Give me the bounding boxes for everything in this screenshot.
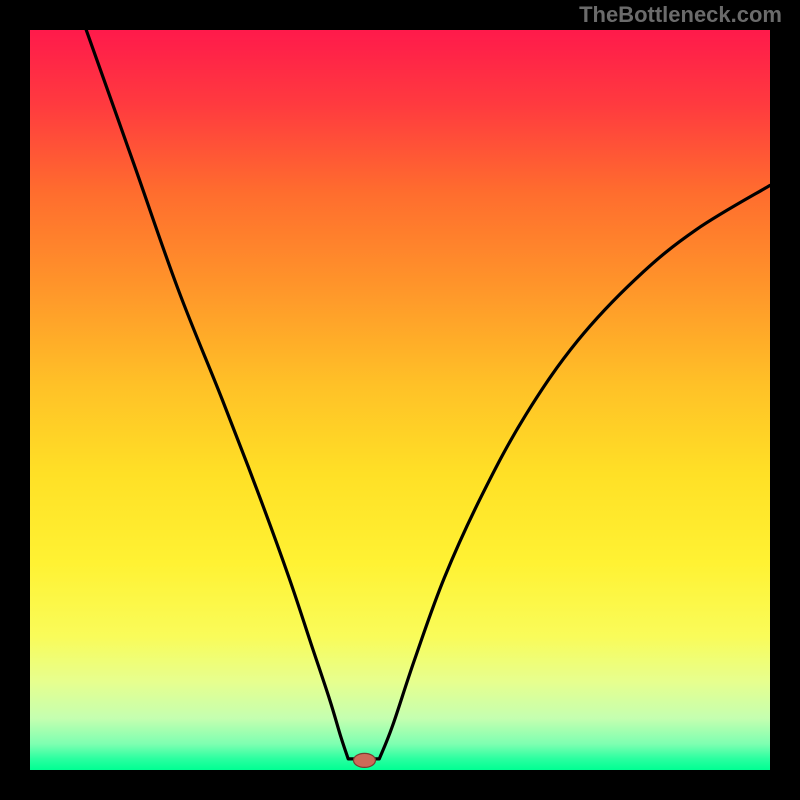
gradient-background xyxy=(30,30,770,770)
minimum-marker xyxy=(353,753,375,767)
plot-svg xyxy=(30,30,770,770)
watermark-label: TheBottleneck.com xyxy=(579,2,782,28)
chart-frame: { "chart": { "type": "line", "outer_size… xyxy=(0,0,800,800)
plot-area xyxy=(30,30,770,770)
